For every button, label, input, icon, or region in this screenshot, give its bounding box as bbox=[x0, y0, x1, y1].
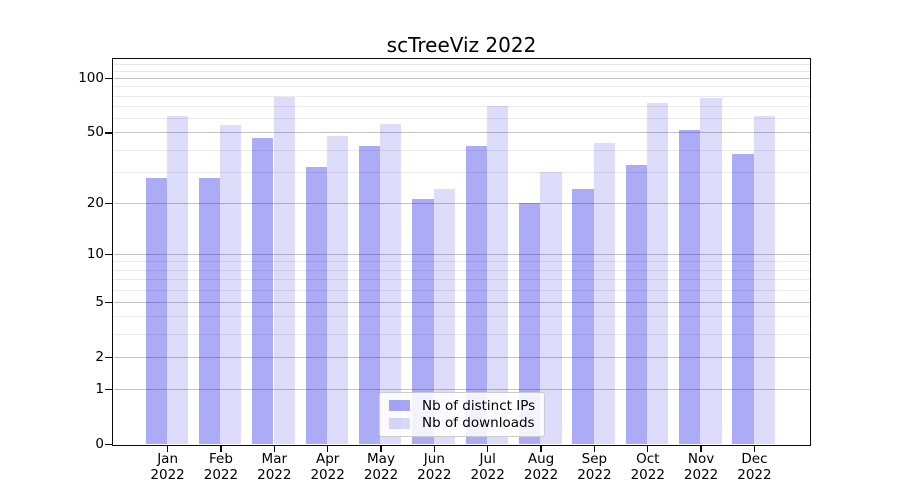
xtick-label-mar: Mar 2022 bbox=[257, 451, 292, 483]
ytick-mark-1 bbox=[105, 388, 113, 391]
gridline-minor-80 bbox=[113, 95, 810, 97]
xtick-mark-jun bbox=[433, 445, 435, 452]
legend: Nb of distinct IPs Nb of downloads bbox=[379, 392, 545, 437]
gridline-major-10 bbox=[113, 253, 810, 255]
ytick-label-100: 100 bbox=[78, 70, 104, 87]
xtick-mark-aug bbox=[540, 445, 542, 452]
ytick-label-1: 1 bbox=[95, 381, 104, 398]
ytick-mark-20 bbox=[105, 202, 113, 204]
gridline-minor-4 bbox=[113, 316, 810, 318]
ytick-mark-50 bbox=[105, 132, 113, 134]
ytick-mark-2 bbox=[105, 356, 113, 359]
gridline-major-5 bbox=[113, 301, 810, 303]
xtick-label-oct: Oct 2022 bbox=[630, 451, 665, 483]
xtick-label-aug: Aug 2022 bbox=[523, 451, 559, 483]
ytick-label-10: 10 bbox=[86, 245, 104, 262]
gridline-minor-40 bbox=[113, 149, 810, 151]
ytick-label-5: 5 bbox=[95, 293, 104, 310]
gridline-major-20 bbox=[113, 202, 810, 204]
gridline-minor-110 bbox=[113, 70, 810, 72]
xtick-mark-apr bbox=[327, 445, 329, 452]
ytick-label-50: 50 bbox=[86, 124, 104, 141]
gridline-minor-90 bbox=[113, 86, 810, 88]
plot-area bbox=[113, 59, 810, 445]
legend-item-distinct-ips: Nb of distinct IPs bbox=[389, 399, 535, 413]
ytick-label-20: 20 bbox=[86, 194, 104, 211]
gridline-minor-8 bbox=[113, 269, 810, 271]
bar-downloads-jun bbox=[433, 189, 455, 445]
bar-distinct-ips-feb bbox=[198, 177, 221, 445]
bar-distinct-ips-jun bbox=[412, 199, 434, 445]
legend-swatch-distinct-ips bbox=[389, 400, 410, 411]
chart-title: scTreeViz 2022 bbox=[386, 33, 537, 57]
gridline-minor-7 bbox=[113, 279, 810, 281]
xtick-mark-oct bbox=[647, 445, 649, 452]
ytick-label-2: 2 bbox=[95, 348, 104, 365]
bar-distinct-ips-apr bbox=[305, 167, 327, 445]
xtick-mark-sep bbox=[593, 445, 596, 452]
ytick-mark-10 bbox=[105, 253, 113, 256]
xtick-mark-dec bbox=[753, 445, 756, 452]
gridline-major-2 bbox=[113, 356, 810, 358]
ytick-mark-100 bbox=[105, 78, 113, 80]
legend-item-downloads: Nb of downloads bbox=[389, 416, 535, 430]
bar-distinct-ips-jan bbox=[145, 177, 167, 445]
bar-downloads-nov bbox=[700, 98, 722, 445]
bar-distinct-ips-jul bbox=[465, 146, 487, 445]
bar-distinct-ips-nov bbox=[679, 129, 701, 445]
gridline-minor-6 bbox=[113, 289, 810, 291]
xtick-mark-nov bbox=[700, 445, 702, 452]
bar-downloads-aug bbox=[540, 172, 562, 445]
bar-distinct-ips-mar bbox=[252, 137, 274, 445]
gridline-major-50 bbox=[113, 132, 810, 134]
gridline-minor-70 bbox=[113, 106, 810, 108]
legend-swatch-downloads bbox=[389, 418, 410, 429]
xtick-mark-jul bbox=[487, 445, 489, 452]
bar-downloads-dec bbox=[753, 116, 775, 445]
legend-label-distinct-ips: Nb of distinct IPs bbox=[422, 397, 536, 414]
gridline-minor-9 bbox=[113, 261, 810, 263]
gridline-major-1 bbox=[113, 389, 810, 391]
bar-downloads-sep bbox=[593, 142, 615, 445]
xtick-label-jul: Jul 2022 bbox=[470, 451, 505, 483]
xtick-mark-may bbox=[380, 445, 382, 452]
xtick-mark-jan bbox=[166, 445, 169, 452]
gridline-major-100 bbox=[113, 78, 810, 80]
bar-downloads-jul bbox=[486, 105, 509, 445]
legend-label-downloads: Nb of downloads bbox=[422, 415, 535, 432]
bar-downloads-apr bbox=[326, 136, 349, 445]
xtick-label-may: May 2022 bbox=[363, 451, 399, 483]
xtick-label-sep: Sep 2022 bbox=[577, 451, 612, 483]
ytick-label-0: 0 bbox=[95, 436, 104, 452]
bar-downloads-jan bbox=[166, 116, 189, 445]
gridline-minor-3 bbox=[113, 334, 810, 336]
gridline-minor-120 bbox=[113, 63, 810, 65]
bar-distinct-ips-aug bbox=[518, 203, 541, 445]
xtick-label-dec: Dec 2022 bbox=[737, 451, 772, 483]
bar-downloads-feb bbox=[220, 125, 242, 445]
ytick-mark-0 bbox=[105, 443, 113, 446]
xtick-label-feb: Feb 2022 bbox=[203, 451, 239, 483]
gridline-minor-60 bbox=[113, 118, 810, 120]
xtick-label-apr: Apr 2022 bbox=[310, 451, 345, 483]
xtick-label-nov: Nov 2022 bbox=[683, 451, 719, 483]
ytick-mark-5 bbox=[105, 301, 113, 304]
xtick-label-jan: Jan 2022 bbox=[150, 451, 185, 483]
bar-distinct-ips-oct bbox=[625, 164, 647, 445]
xtick-mark-mar bbox=[273, 445, 275, 452]
gridline-minor-30 bbox=[113, 171, 810, 173]
bar-downloads-may bbox=[380, 124, 402, 445]
xtick-mark-feb bbox=[220, 445, 222, 452]
xtick-label-jun: Jun 2022 bbox=[417, 451, 452, 483]
bar-downloads-oct bbox=[646, 103, 669, 445]
bar-distinct-ips-may bbox=[358, 146, 381, 445]
bar-downloads-mar bbox=[273, 97, 295, 445]
bar-distinct-ips-sep bbox=[572, 189, 594, 445]
bar-distinct-ips-dec bbox=[732, 154, 754, 445]
